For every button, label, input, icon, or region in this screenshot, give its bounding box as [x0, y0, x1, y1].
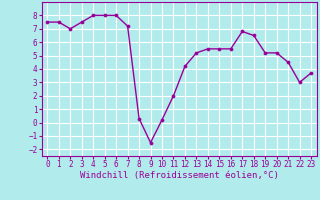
- X-axis label: Windchill (Refroidissement éolien,°C): Windchill (Refroidissement éolien,°C): [80, 171, 279, 180]
